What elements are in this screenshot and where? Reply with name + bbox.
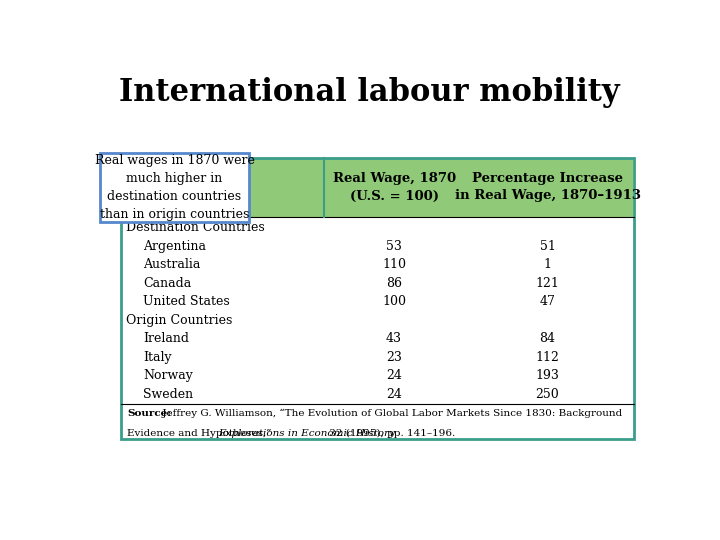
Text: 51: 51 — [539, 240, 556, 253]
FancyBboxPatch shape — [100, 153, 249, 221]
Text: 43: 43 — [386, 333, 402, 346]
Text: 1: 1 — [544, 259, 552, 272]
Text: Source:: Source: — [127, 409, 171, 417]
Text: 193: 193 — [536, 369, 559, 382]
Text: Norway: Norway — [143, 369, 193, 382]
Text: 24: 24 — [386, 369, 402, 382]
Text: Italy: Italy — [143, 351, 171, 364]
Text: 112: 112 — [536, 351, 559, 364]
Text: Evidence and Hypotheses,”: Evidence and Hypotheses,” — [127, 429, 275, 437]
Text: 53: 53 — [386, 240, 402, 253]
Text: Australia: Australia — [143, 259, 200, 272]
Text: 24: 24 — [386, 388, 402, 401]
Text: 84: 84 — [539, 333, 556, 346]
Text: Sweden: Sweden — [143, 388, 193, 401]
Text: Argentina: Argentina — [143, 240, 206, 253]
Text: Jeffrey G. Williamson, “The Evolution of Global Labor Markets Since 1830: Backgr: Jeffrey G. Williamson, “The Evolution of… — [159, 409, 623, 418]
Text: 23: 23 — [386, 351, 402, 364]
Text: Destination Countries: Destination Countries — [126, 221, 265, 234]
Text: Explorations in Economic History: Explorations in Economic History — [218, 429, 395, 437]
Text: 86: 86 — [386, 277, 402, 290]
Text: 110: 110 — [382, 259, 406, 272]
Text: International labour mobility: International labour mobility — [119, 77, 619, 109]
Text: 121: 121 — [536, 277, 559, 290]
Text: Ireland: Ireland — [143, 333, 189, 346]
Text: Real wages in 1870 were
much higher in
destination countries
than in origin coun: Real wages in 1870 were much higher in d… — [94, 154, 254, 221]
Text: Percentage Increase
in Real Wage, 1870–1913: Percentage Increase in Real Wage, 1870–1… — [454, 172, 641, 202]
Text: Real Wage, 1870
(U.S. = 100): Real Wage, 1870 (U.S. = 100) — [333, 172, 456, 202]
Text: 47: 47 — [539, 295, 556, 308]
Text: Origin Countries: Origin Countries — [126, 314, 233, 327]
Text: 100: 100 — [382, 295, 406, 308]
Text: Canada: Canada — [143, 277, 192, 290]
Text: 32 (1995), pp. 141–196.: 32 (1995), pp. 141–196. — [326, 429, 455, 438]
Text: 250: 250 — [536, 388, 559, 401]
Text: United States: United States — [143, 295, 230, 308]
FancyBboxPatch shape — [121, 159, 634, 217]
